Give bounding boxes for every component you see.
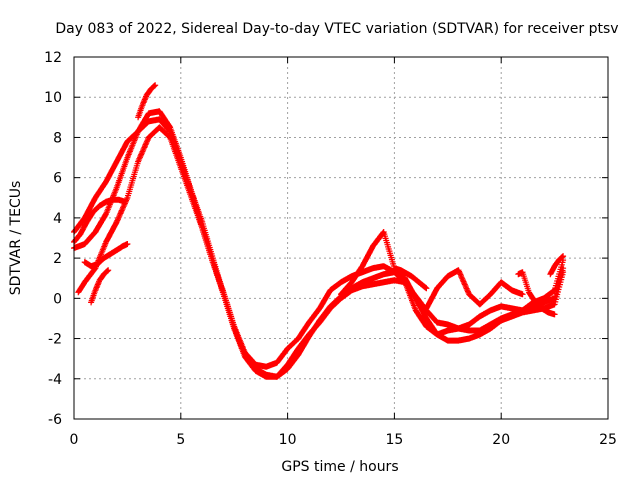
y-tick-label: 6: [53, 171, 62, 187]
plot-frame: [73, 56, 609, 420]
plot-points: [71, 82, 567, 380]
axis-ticks: 0 5 10 15 20 25 -6 -4 -2 0 2 4 6 8 10 12: [44, 50, 617, 448]
series-track-3: [75, 124, 567, 370]
y-tick-label: 0: [53, 291, 62, 307]
y-tick-label: -6: [48, 412, 62, 428]
x-tick-label: 20: [492, 432, 510, 448]
series-markers: [75, 124, 567, 370]
x-tick-label: 10: [279, 432, 297, 448]
series-markers: [423, 267, 526, 312]
series-markers: [135, 82, 159, 121]
series-markers: [515, 269, 558, 318]
y-tick-label: 10: [44, 90, 62, 106]
series-track-10: [515, 269, 558, 318]
series-track-9: [423, 267, 526, 312]
series-track-6: [88, 267, 112, 306]
y-tick-label: 12: [44, 50, 62, 66]
chart-title: Day 083 of 2022, Sidereal Day-to-day VTE…: [55, 21, 618, 37]
series-markers: [71, 116, 567, 380]
series-track-8: [338, 229, 430, 298]
x-tick-label: 5: [176, 432, 185, 448]
x-tick-label: 15: [385, 432, 403, 448]
y-tick-label: 8: [53, 130, 62, 146]
series-markers: [81, 241, 131, 270]
y-tick-label: -2: [48, 332, 62, 348]
series-track-5: [81, 241, 131, 270]
series-markers: [338, 229, 430, 298]
x-tick-label: 0: [70, 432, 79, 448]
series-track-7: [135, 82, 159, 121]
x-tick-label: 25: [599, 432, 617, 448]
y-axis-label: SDTVAR / TECUs: [8, 181, 24, 296]
series-track-11: [547, 253, 567, 278]
series-markers: [547, 253, 567, 278]
series-markers: [88, 267, 112, 306]
x-axis-label: GPS time / hours: [281, 459, 398, 475]
y-tick-label: 4: [53, 211, 62, 227]
series-track-2: [71, 116, 567, 380]
y-tick-label: -4: [48, 372, 62, 388]
y-tick-label: 2: [53, 251, 62, 267]
